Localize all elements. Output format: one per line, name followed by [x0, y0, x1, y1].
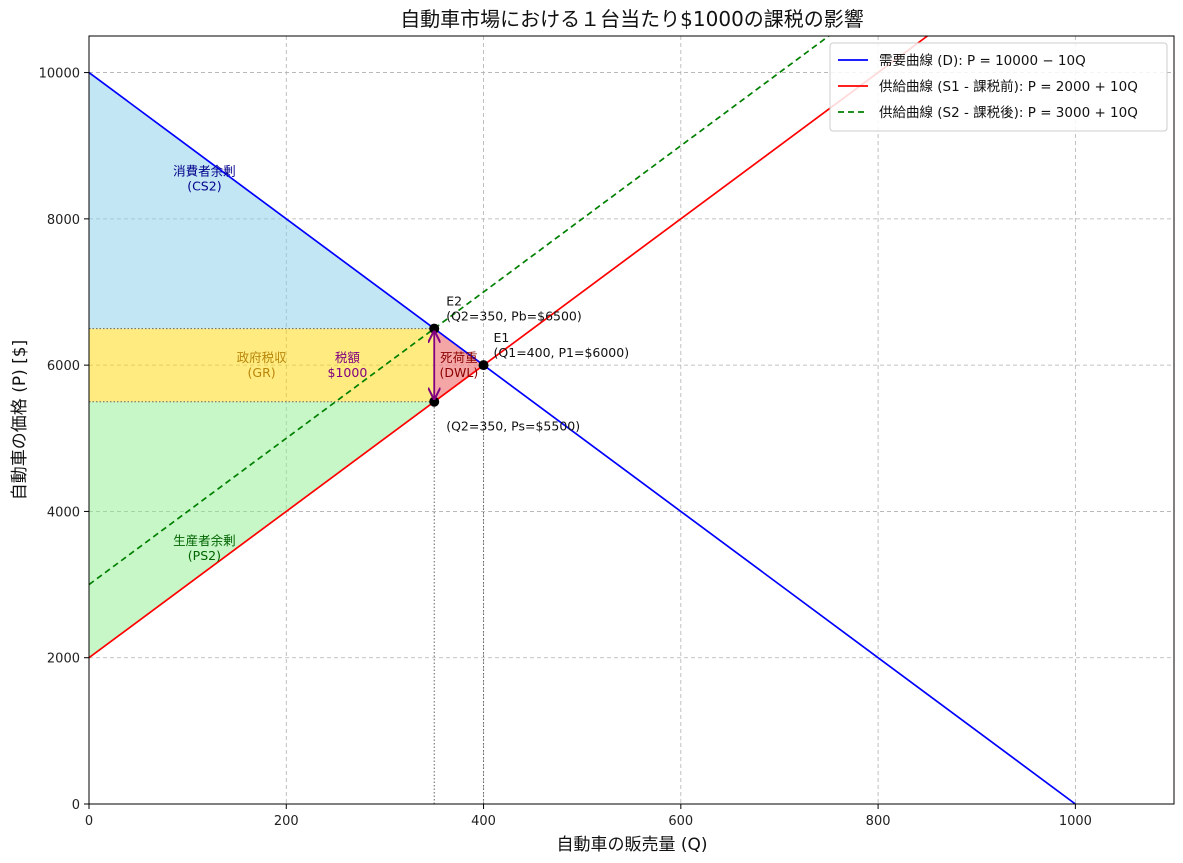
- y-tick-label: 8000: [47, 213, 80, 228]
- annot-layer: E2 (Q2=350, Pb=$6500) E1 (Q1=400, P1=$6000)…: [173, 164, 629, 563]
- series-line-1: [89, 36, 928, 659]
- legend-label-0: 需要曲線 (D): P = 10000 − 10Q: [879, 53, 1086, 69]
- region-label-1: 政府税収(GR): [237, 350, 288, 380]
- x-tick-label: 400: [471, 814, 496, 829]
- y-tick-label: 10000: [39, 67, 80, 82]
- legend-label-1: 供給曲線 (S1 - 課税前): P = 2000 + 10Q: [879, 78, 1138, 95]
- point-label-E1: E1 (Q1=400, P1=$6000): [494, 330, 630, 360]
- y-axis-label: 自動車の価格 (P) [$]: [10, 340, 30, 500]
- region-3: [434, 328, 484, 402]
- legend-label-2: 供給曲線 (S2 - 課税後): P = 3000 + 10Q: [879, 105, 1138, 121]
- guide-layer: [89, 328, 485, 804]
- region-label-3: 死荷重(DWL): [440, 350, 479, 380]
- point-label-E2: E2 (Q2=350, Pb=$6500): [446, 294, 582, 324]
- y-tick-label: 0: [72, 798, 80, 813]
- region-label-0: 消費者余剰(CS2): [173, 164, 236, 194]
- series-line-0: [89, 71, 1076, 804]
- x-tick-label: 0: [85, 814, 93, 829]
- y-tick-label: 6000: [47, 359, 80, 374]
- x-tick-label: 800: [866, 814, 891, 829]
- chart-title: 自動車市場における１台当たり$1000の課税の影響: [400, 7, 864, 31]
- x-tick-label: 200: [274, 814, 299, 829]
- y-tick-label: 2000: [47, 652, 80, 667]
- region-1: [89, 328, 435, 402]
- plot-frame: [88, 35, 1175, 805]
- point-label-Ps: (Q2=350, Ps=$5500): [446, 419, 580, 434]
- tax-label: 税額$1000: [328, 350, 368, 380]
- region-label-2: 生産者余剰(PS2): [173, 533, 236, 563]
- series-layer: [89, 36, 1076, 804]
- y-tick-label: 4000: [47, 505, 80, 520]
- point-E1: [478, 360, 489, 371]
- x-axis-label: 自動車の販売量 (Q): [556, 835, 707, 855]
- legend-box: [829, 42, 1168, 132]
- legend: 需要曲線 (D): P = 10000 − 10Q 供給曲線 (S1 - 課税前)…: [829, 42, 1168, 132]
- x-tick-label: 600: [668, 814, 693, 829]
- series-line-2: [89, 36, 830, 586]
- x-tick-label: 1000: [1059, 814, 1092, 829]
